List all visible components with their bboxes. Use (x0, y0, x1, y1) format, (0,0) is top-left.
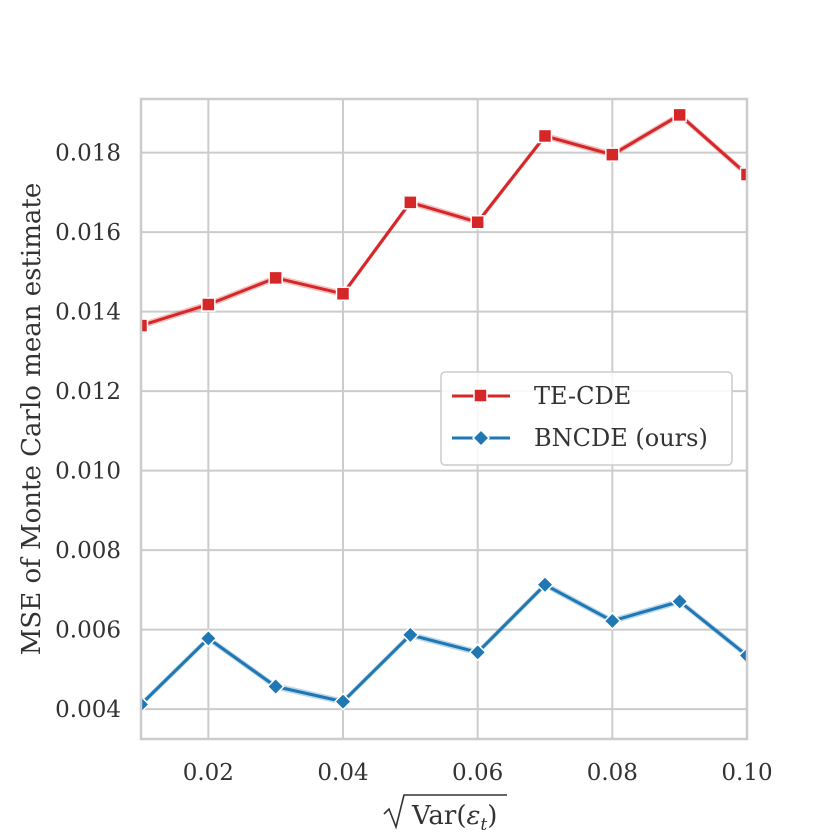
x-tick-label: 0.10 (721, 760, 772, 786)
legend-marker-square (473, 388, 488, 403)
series-line-bncde (141, 583, 747, 706)
legend-label-te-cde: TE-CDE (534, 382, 631, 410)
legend-item-te-cde: TE-CDE (452, 382, 631, 410)
data-point-te-cde (335, 286, 351, 302)
data-point-te-cde (141, 318, 149, 333)
data-point-bncde (199, 629, 218, 648)
y-tick-label: 0.016 (55, 220, 121, 246)
y-tick-label: 0.004 (55, 697, 121, 723)
y-axis-label: MSE of Monte Carlo mean estimate (17, 183, 47, 655)
legend-frame (440, 371, 733, 466)
data-point-bncde (333, 692, 353, 711)
y-tick-label: 0.008 (55, 538, 121, 564)
x-axis-title: Var(εt) (383, 794, 507, 835)
data-point-te-cde (403, 195, 418, 210)
y-tick-label: 0.018 (55, 141, 121, 167)
x-tick-label: 0.04 (317, 760, 368, 786)
data-point-bncde (670, 592, 689, 611)
x-tick-label: 0.06 (452, 760, 503, 786)
x-tick-label: 0.02 (183, 760, 234, 786)
series-lines (141, 113, 747, 706)
data-point-te-cde (201, 297, 216, 312)
y-tick-label: 0.012 (55, 379, 121, 405)
x-axis-label: Var(εt) (411, 801, 497, 830)
data-point-bncde (737, 646, 747, 665)
plot-frame (139, 97, 749, 741)
data-point-te-cde (739, 167, 747, 182)
legend-item-bncde: BNCDE (ours) (452, 424, 708, 452)
y-tick-label: 0.010 (55, 459, 121, 485)
data-point-bncde (603, 611, 622, 630)
series-markers (141, 107, 747, 714)
data-point-te-cde (268, 270, 283, 286)
legend-label-bncde: BNCDE (ours) (534, 424, 708, 452)
data-point-te-cde (672, 107, 687, 123)
legend: TE-CDE BNCDE (ours) (440, 371, 733, 466)
data-point-te-cde (537, 128, 553, 144)
data-point-bncde (468, 643, 487, 662)
series-line-te-cde (141, 113, 747, 328)
x-tick-labels: 0.02 0.04 0.06 0.08 0.10 (183, 760, 773, 786)
x-tick-label: 0.08 (587, 760, 638, 786)
data-point-bncde (401, 625, 420, 644)
y-tick-labels: 0.004 0.006 0.008 0.010 0.012 0.014 0.016 0.018 (55, 141, 121, 724)
legend-marker-diamond (471, 428, 491, 448)
y-tick-label: 0.014 (55, 300, 121, 326)
y-tick-label: 0.006 (55, 618, 121, 644)
data-point-bncde (141, 695, 151, 714)
data-point-bncde (535, 575, 555, 594)
data-point-te-cde (470, 214, 485, 230)
data-point-te-cde (605, 147, 620, 162)
sqrt-sign (383, 794, 507, 830)
data-point-bncde (266, 677, 285, 696)
